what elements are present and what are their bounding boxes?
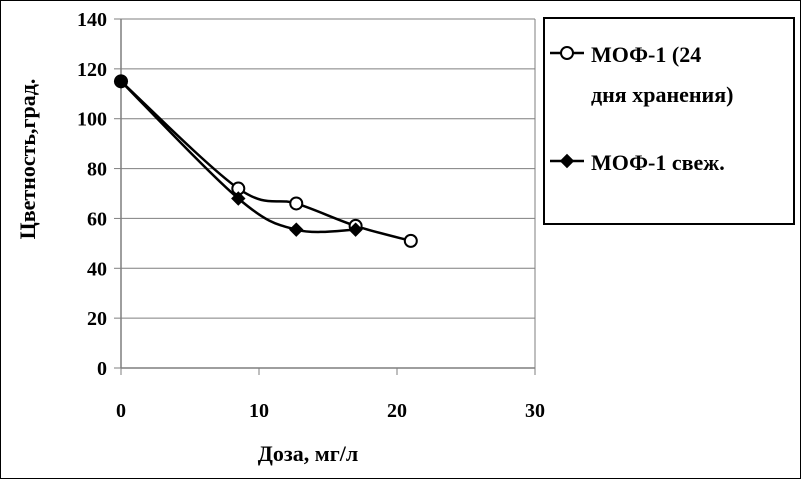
y-tick-labels: 0 20 40 60 80 100 120 140 bbox=[77, 9, 107, 380]
series-layer bbox=[113, 74, 418, 248]
y-tick-label-140: 140 bbox=[77, 9, 107, 31]
legend-label-0-line-1: дня хранения) bbox=[591, 82, 733, 107]
series-1-point-0 bbox=[113, 74, 129, 89]
legend-marker-0 bbox=[560, 46, 574, 60]
x-tick-label-20: 20 bbox=[387, 400, 407, 422]
y-axis-title: Цветность,град. bbox=[15, 79, 40, 240]
y-tick-label-0: 0 bbox=[97, 358, 107, 380]
legend: МОФ-1 (24 дня хранения) МОФ-1 свеж. bbox=[543, 17, 795, 225]
axes bbox=[114, 18, 536, 375]
y-tick-label-100: 100 bbox=[77, 109, 107, 131]
y-tick-label-60: 60 bbox=[87, 208, 107, 230]
x-tick-label-10: 10 bbox=[249, 400, 269, 422]
y-tick-label-20: 20 bbox=[87, 308, 107, 330]
legend-label-1-line-0: МОФ-1 свеж. bbox=[591, 150, 725, 175]
legend-label-0-line-0: МОФ-1 (24 bbox=[591, 42, 701, 67]
y-tick-label-120: 120 bbox=[77, 59, 107, 81]
series-1-point-3 bbox=[348, 222, 363, 237]
x-tick-label-0: 0 bbox=[116, 400, 126, 422]
x-tick-label-30: 30 bbox=[525, 400, 545, 422]
y-tick-label-80: 80 bbox=[87, 159, 107, 181]
series-1-point-2 bbox=[289, 222, 304, 237]
series-0-point-2 bbox=[289, 196, 304, 211]
x-axis-title: Доза, мг/л bbox=[258, 441, 358, 466]
series-line-0 bbox=[120, 80, 412, 243]
series-0-point-4 bbox=[403, 233, 418, 248]
grid-lines bbox=[121, 18, 535, 369]
x-tick-labels: 0 10 20 30 bbox=[116, 400, 545, 422]
series-line-1 bbox=[120, 80, 356, 234]
legend-box bbox=[543, 17, 795, 225]
legend-marker-1 bbox=[559, 153, 575, 169]
y-tick-label-40: 40 bbox=[87, 258, 107, 280]
series-1-point-1 bbox=[231, 191, 246, 206]
